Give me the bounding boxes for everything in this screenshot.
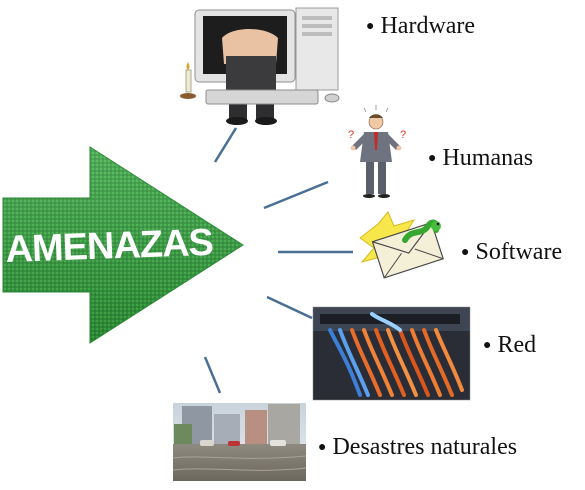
amenazas-label: AMENAZAS <box>5 222 214 271</box>
flood-photo <box>172 403 307 481</box>
bullet-icon: ● <box>483 338 492 354</box>
connector-humanas <box>263 180 329 210</box>
label-red: ● Red <box>483 332 537 358</box>
network-cables-photo <box>312 306 471 401</box>
confused-person-icon: ? ? <box>333 105 430 200</box>
svg-text:?: ? <box>348 129 354 141</box>
label-hardware: ● Hardware <box>366 13 476 39</box>
label-humanas: ● Humanas <box>428 145 534 171</box>
label-software: ● Software <box>461 239 563 265</box>
bullet-icon: ● <box>428 151 437 167</box>
bullet-icon: ● <box>461 245 470 261</box>
connector-red <box>266 295 313 320</box>
svg-text:?: ? <box>400 129 406 141</box>
label-desastres: ● Desastres naturales <box>318 434 518 460</box>
connector-lines <box>203 127 353 394</box>
bullet-icon: ● <box>318 440 327 456</box>
amenazas-arrow: AMENAZAS <box>2 146 244 344</box>
connector-hardware <box>213 127 238 163</box>
connector-desastres <box>203 356 222 394</box>
bullet-icon: ● <box>366 19 375 35</box>
computer-repair-icon <box>180 7 340 125</box>
envelope-worm-icon <box>359 211 444 279</box>
